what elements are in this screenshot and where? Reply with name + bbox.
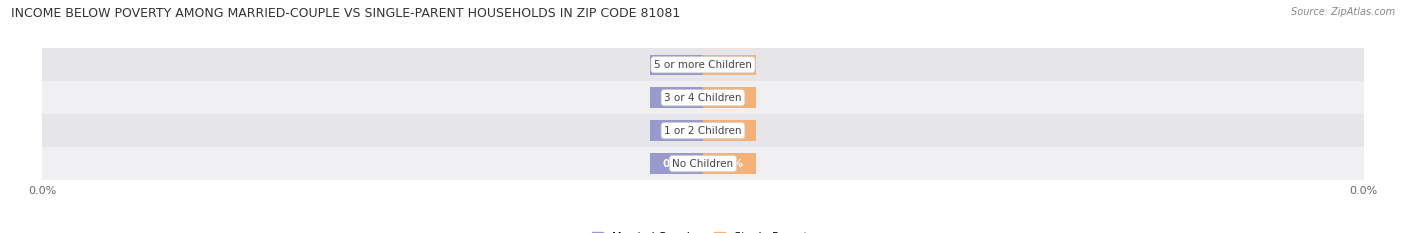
Text: 0.0%: 0.0%: [714, 60, 744, 70]
Text: 0.0%: 0.0%: [662, 126, 692, 136]
Bar: [650, 153, 703, 174]
Bar: [703, 87, 756, 108]
Text: 0.0%: 0.0%: [662, 60, 692, 70]
Bar: [703, 120, 756, 141]
Bar: [42, 48, 1364, 81]
Text: 0.0%: 0.0%: [714, 159, 744, 169]
Bar: [703, 55, 756, 75]
Text: INCOME BELOW POVERTY AMONG MARRIED-COUPLE VS SINGLE-PARENT HOUSEHOLDS IN ZIP COD: INCOME BELOW POVERTY AMONG MARRIED-COUPL…: [11, 7, 681, 20]
Text: Source: ZipAtlas.com: Source: ZipAtlas.com: [1291, 7, 1395, 17]
Bar: [650, 55, 703, 75]
Bar: [42, 114, 1364, 147]
Text: 1 or 2 Children: 1 or 2 Children: [664, 126, 742, 136]
Text: 0.0%: 0.0%: [662, 93, 692, 103]
Text: 3 or 4 Children: 3 or 4 Children: [664, 93, 742, 103]
Bar: [650, 120, 703, 141]
Bar: [650, 87, 703, 108]
Text: No Children: No Children: [672, 159, 734, 169]
Text: 0.0%: 0.0%: [662, 159, 692, 169]
Bar: [703, 153, 756, 174]
Text: 0.0%: 0.0%: [714, 126, 744, 136]
Legend: Married Couples, Single Parents: Married Couples, Single Parents: [588, 227, 818, 233]
Bar: [42, 147, 1364, 180]
Text: 5 or more Children: 5 or more Children: [654, 60, 752, 70]
Bar: [42, 81, 1364, 114]
Text: 0.0%: 0.0%: [714, 93, 744, 103]
